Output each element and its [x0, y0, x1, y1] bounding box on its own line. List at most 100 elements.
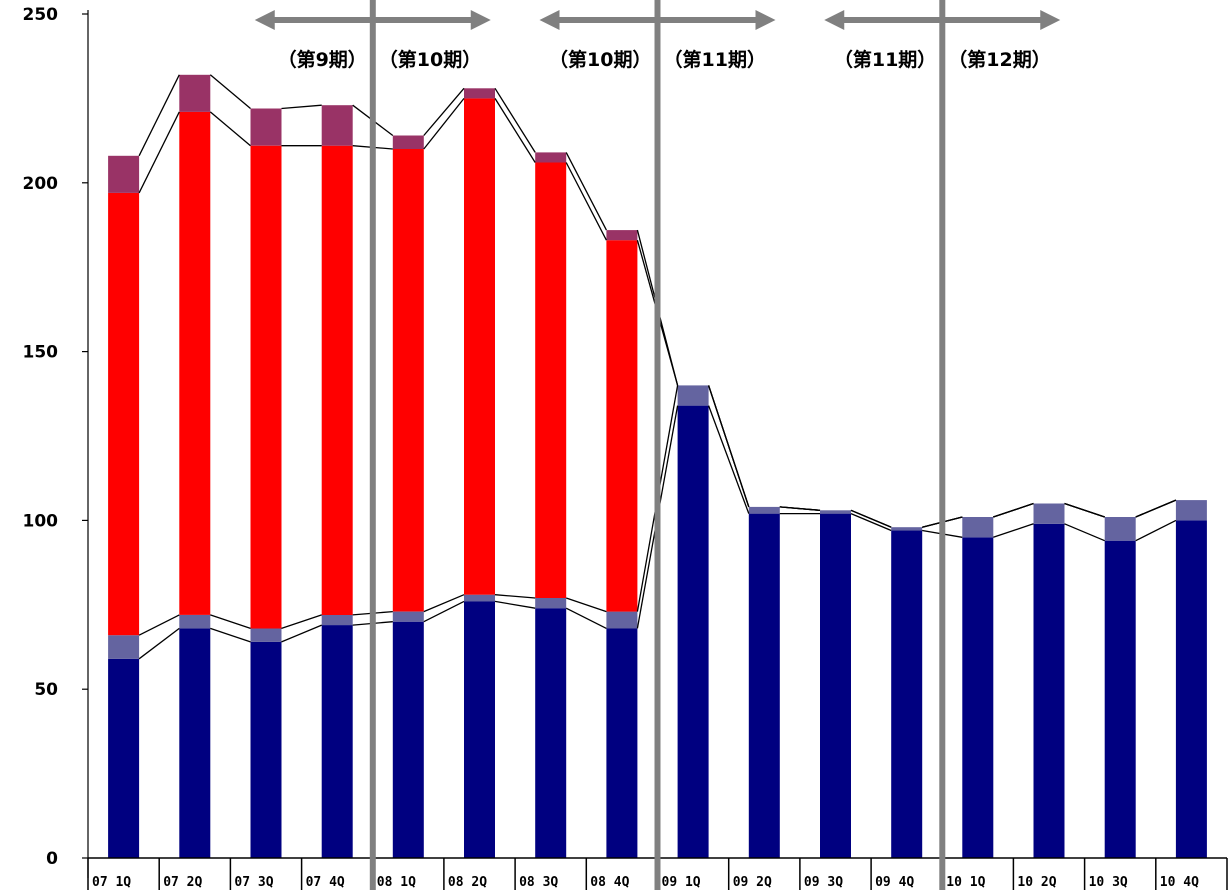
bar-segment-3-6 [464, 98, 495, 595]
bar-segment-2-13 [962, 517, 994, 538]
connector-line-4-13 [993, 502, 1034, 518]
bar-segment-2-5 [392, 611, 424, 622]
bar-segment-4-3 [250, 108, 282, 146]
period-arrow-right-head-3 [1040, 10, 1061, 30]
x-category-label-6: 08 2Q [448, 875, 487, 890]
bar-segment-2-4 [321, 614, 353, 625]
bar-segment-2-6 [464, 594, 495, 602]
y-tick-label-100: 100 [23, 511, 59, 531]
x-category-label-5: 08 1Q [377, 875, 416, 890]
bar-segment-2-7 [535, 598, 567, 609]
bars-layer [108, 74, 1207, 858]
bar-segment-3-1 [108, 192, 140, 636]
bar-segment-1-12 [891, 530, 923, 858]
bar-segment-4-7 [535, 152, 567, 163]
bar-segment-4-4 [321, 105, 353, 146]
x-category-label-7: 08 3Q [519, 875, 558, 890]
period-label-after-2: （第11期） [664, 48, 766, 71]
connector-line-4-11 [850, 509, 892, 528]
bar-segment-2-1 [108, 635, 140, 659]
connector-line-2-6 [494, 594, 536, 599]
connector-line-2-2 [210, 614, 251, 630]
connector-line-4-6 [494, 87, 536, 153]
period-arrow-left-head-3 [824, 10, 845, 30]
bar-segment-1-13 [962, 537, 994, 858]
connector-line-3-7 [565, 162, 607, 241]
connector-line-1-3 [281, 624, 322, 643]
bar-segment-4-1 [108, 155, 140, 193]
connector-line-2-7 [565, 597, 607, 613]
x-category-label-8: 08 4Q [590, 875, 629, 890]
x-category-label-15: 10 3Q [1089, 875, 1128, 890]
connector-line-1-15 [1135, 519, 1177, 542]
bar-segment-2-2 [179, 614, 211, 629]
x-category-label-14: 10 2Q [1017, 875, 1056, 890]
x-category-label-1: 07 1Q [92, 875, 131, 890]
x-category-label-10: 09 2Q [733, 875, 772, 890]
y-tick-label-250: 250 [23, 5, 59, 25]
bar-segment-1-4 [321, 625, 353, 858]
connector-line-4-14 [1064, 502, 1105, 518]
connector-line-1-9 [707, 405, 750, 514]
connector-line-4-1 [138, 74, 180, 157]
connector-line-4-3 [281, 104, 322, 110]
y-tick-label-150: 150 [23, 343, 59, 363]
period-label-before-3: （第11期） [834, 48, 936, 71]
connector-line-1-13 [993, 523, 1034, 538]
bar-segment-2-16 [1175, 500, 1207, 521]
bar-segment-1-14 [1033, 523, 1065, 858]
connector-line-1-6 [494, 600, 536, 609]
period-label-after-3: （第12期） [948, 48, 1050, 71]
bar-segment-3-7 [535, 162, 567, 598]
connector-line-3-2 [209, 111, 251, 147]
bar-segment-3-4 [321, 145, 353, 615]
connector-line-3-6 [494, 98, 536, 163]
connector-line-1-14 [1064, 523, 1105, 542]
connector-line-2-3 [281, 614, 322, 630]
bar-segment-4-2 [179, 74, 211, 112]
period-label-before-1: （第9期） [278, 48, 367, 71]
x-category-label-13: 10 1Q [946, 875, 985, 890]
connector-line-3-1 [138, 111, 180, 194]
connector-line-3-5 [423, 97, 465, 150]
period-arrow-right-head-2 [755, 10, 776, 30]
bar-segment-1-7 [535, 608, 567, 858]
bar-segment-4-8 [606, 230, 638, 241]
connector-line-4-10 [779, 506, 821, 511]
bar-segment-2-9 [677, 385, 709, 406]
period-markers: （第9期） （第10期） （第10期） （第11期） （第11期） （第12期） [254, 0, 1061, 890]
connector-line-2-5 [423, 594, 465, 613]
connector-line-2-1 [138, 614, 180, 636]
bar-segment-1-8 [606, 628, 638, 858]
connector-line-1-7 [565, 607, 607, 629]
bar-segment-3-2 [179, 111, 211, 615]
bar-segment-1-6 [464, 601, 495, 858]
period-arrow-left-head-2 [539, 10, 560, 30]
bar-segment-1-3 [250, 641, 282, 858]
series-connector-lines [138, 74, 1177, 660]
bar-segment-1-2 [179, 628, 211, 858]
x-category-label-4: 07 4Q [306, 875, 345, 890]
bar-segment-2-15 [1104, 517, 1136, 541]
bar-segment-1-16 [1175, 520, 1207, 858]
connector-line-4-9 [707, 385, 750, 508]
connector-line-1-5 [423, 600, 465, 623]
connector-line-4-2 [209, 74, 251, 109]
x-category-label-2: 07 2Q [163, 875, 202, 890]
bar-segment-1-5 [392, 621, 424, 858]
bar-segment-3-8 [606, 240, 638, 612]
y-tick-label-0: 0 [46, 849, 58, 869]
bar-segment-1-10 [748, 513, 780, 858]
period-label-after-1: （第10期） [379, 48, 481, 71]
bar-segment-2-12 [891, 527, 923, 531]
connector-line-4-7 [565, 152, 607, 231]
axes: 0 50 100 150 200 250 07 1Q 07 2Q 07 3Q 07 4Q 08 1Q… [23, 5, 1228, 890]
connector-line-1-2 [210, 627, 251, 643]
period-label-before-2: （第10期） [549, 48, 651, 71]
y-tick-label-50: 50 [34, 680, 58, 700]
bar-segment-1-15 [1104, 540, 1136, 858]
bar-segment-3-3 [250, 145, 282, 629]
bar-segment-4-6 [464, 88, 495, 99]
bar-segment-2-10 [748, 506, 780, 514]
